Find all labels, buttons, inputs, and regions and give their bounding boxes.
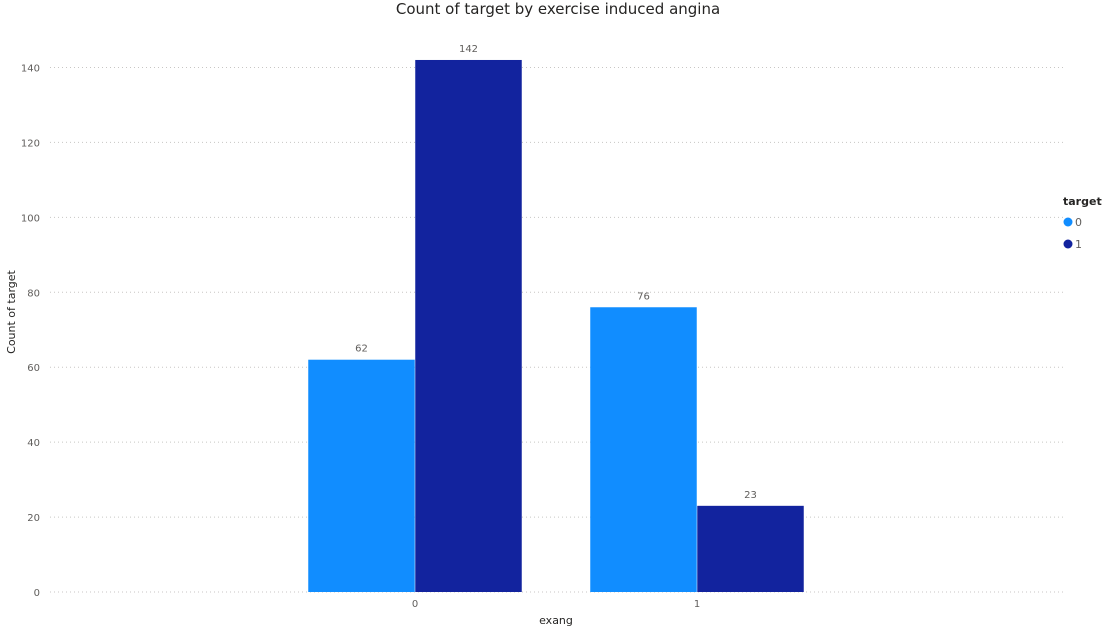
y-tick-label: 80 (27, 288, 40, 299)
bar-0-1[interactable] (590, 307, 697, 592)
legend-label-0[interactable]: 0 (1075, 216, 1082, 229)
y-axis-ticks: 0 20 40 60 80 100 120 140 (21, 63, 40, 599)
y-axis-title: Count of target (5, 269, 18, 353)
data-label: 142 (459, 44, 478, 55)
x-tick-label: 0 (412, 599, 418, 610)
gridlines (50, 66, 1063, 593)
legend-title: target (1063, 195, 1102, 208)
bar-1-1[interactable] (697, 505, 804, 592)
legend-label-1[interactable]: 1 (1075, 238, 1082, 251)
y-tick-label: 0 (34, 588, 40, 599)
x-axis-title: exang (539, 614, 573, 627)
y-tick-label: 60 (27, 363, 40, 374)
bar-1-0[interactable] (415, 59, 522, 593)
legend-marker-1 (1063, 239, 1073, 249)
data-label: 23 (744, 490, 757, 501)
y-tick-label: 40 (27, 438, 40, 449)
y-tick-label: 100 (21, 213, 40, 224)
data-labels: 62 142 76 23 (355, 44, 757, 501)
y-tick-label: 120 (21, 138, 40, 149)
legend: target 0 1 (1063, 195, 1102, 251)
legend-marker-0 (1063, 217, 1073, 227)
y-tick-label: 20 (27, 513, 40, 524)
y-tick-label: 140 (21, 63, 40, 74)
bars (308, 59, 804, 593)
bar-0-0[interactable] (308, 359, 415, 592)
x-tick-label: 1 (694, 599, 700, 610)
data-label: 76 (637, 291, 650, 302)
data-label: 62 (355, 344, 368, 355)
chart-title: Count of target by exercise induced angi… (396, 0, 720, 18)
